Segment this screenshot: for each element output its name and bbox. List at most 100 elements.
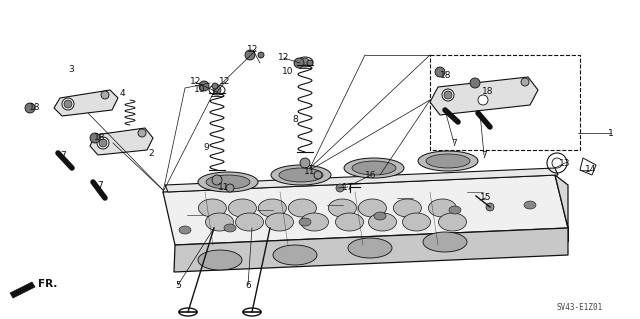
Ellipse shape [344, 158, 404, 178]
Ellipse shape [226, 184, 234, 192]
Ellipse shape [213, 86, 221, 94]
Text: 13: 13 [559, 159, 571, 167]
Text: 12: 12 [278, 54, 290, 63]
Ellipse shape [444, 91, 452, 99]
Text: 18: 18 [483, 87, 493, 97]
Ellipse shape [206, 175, 250, 189]
Ellipse shape [198, 172, 258, 192]
Ellipse shape [358, 199, 387, 217]
Ellipse shape [426, 154, 470, 168]
Polygon shape [165, 168, 558, 192]
Ellipse shape [299, 218, 311, 226]
Ellipse shape [394, 199, 421, 217]
Ellipse shape [289, 199, 316, 217]
Text: 4: 4 [119, 88, 125, 98]
Text: 7: 7 [451, 138, 457, 147]
Ellipse shape [348, 238, 392, 258]
Text: 8: 8 [292, 115, 298, 124]
Ellipse shape [438, 213, 467, 231]
Ellipse shape [307, 60, 313, 66]
Ellipse shape [486, 203, 494, 211]
Ellipse shape [301, 58, 309, 66]
Ellipse shape [228, 199, 257, 217]
Text: FR.: FR. [38, 279, 58, 289]
Polygon shape [90, 128, 153, 155]
Ellipse shape [258, 52, 264, 58]
Ellipse shape [328, 199, 356, 217]
Ellipse shape [449, 206, 461, 214]
Polygon shape [10, 282, 35, 298]
Ellipse shape [243, 308, 261, 316]
Text: 7: 7 [481, 151, 487, 160]
Ellipse shape [138, 129, 146, 137]
Ellipse shape [198, 250, 242, 270]
Text: 10: 10 [282, 68, 294, 77]
Ellipse shape [259, 199, 287, 217]
Ellipse shape [294, 58, 304, 68]
Text: 7: 7 [60, 151, 66, 160]
Ellipse shape [101, 91, 109, 99]
Text: 18: 18 [440, 70, 452, 79]
Text: 2: 2 [148, 149, 154, 158]
Ellipse shape [335, 213, 364, 231]
Ellipse shape [336, 184, 344, 192]
Text: 7: 7 [97, 181, 103, 189]
Polygon shape [54, 90, 118, 116]
Ellipse shape [199, 81, 209, 91]
Ellipse shape [374, 212, 386, 220]
Ellipse shape [279, 168, 323, 182]
Ellipse shape [179, 226, 191, 234]
Text: 11: 11 [304, 167, 316, 176]
Ellipse shape [418, 151, 478, 171]
Ellipse shape [423, 232, 467, 252]
Ellipse shape [245, 50, 255, 60]
Polygon shape [174, 228, 568, 272]
Ellipse shape [300, 158, 310, 168]
Text: 16: 16 [365, 170, 377, 180]
Text: 6: 6 [245, 280, 251, 290]
Text: 12: 12 [190, 78, 202, 86]
Ellipse shape [224, 224, 236, 232]
Text: 17: 17 [342, 182, 354, 191]
Polygon shape [555, 175, 568, 242]
Text: 10: 10 [195, 85, 205, 94]
Ellipse shape [297, 57, 313, 67]
Text: 9: 9 [203, 144, 209, 152]
Ellipse shape [314, 171, 322, 179]
Text: 3: 3 [68, 65, 74, 75]
Ellipse shape [212, 175, 222, 185]
Ellipse shape [209, 85, 225, 95]
Ellipse shape [428, 199, 456, 217]
Ellipse shape [198, 199, 227, 217]
Ellipse shape [179, 308, 197, 316]
Ellipse shape [90, 133, 100, 143]
Ellipse shape [212, 83, 218, 89]
Text: 12: 12 [247, 46, 259, 55]
Ellipse shape [524, 201, 536, 209]
Text: 14: 14 [586, 166, 596, 174]
Ellipse shape [273, 245, 317, 265]
Ellipse shape [352, 161, 396, 175]
Polygon shape [163, 175, 568, 245]
Ellipse shape [478, 95, 488, 105]
Ellipse shape [25, 103, 35, 113]
Ellipse shape [205, 213, 234, 231]
Ellipse shape [435, 67, 445, 77]
Ellipse shape [521, 78, 529, 86]
Ellipse shape [236, 213, 264, 231]
Ellipse shape [271, 165, 331, 185]
Ellipse shape [64, 100, 72, 108]
Ellipse shape [99, 139, 107, 147]
Text: 1: 1 [608, 129, 614, 137]
Text: 15: 15 [480, 194, 492, 203]
Ellipse shape [97, 137, 109, 149]
Ellipse shape [369, 213, 397, 231]
Text: 11: 11 [218, 183, 230, 192]
Ellipse shape [301, 213, 328, 231]
Text: 18: 18 [29, 103, 41, 113]
Ellipse shape [62, 98, 74, 110]
Text: SV43-E1Z01: SV43-E1Z01 [557, 303, 603, 313]
Ellipse shape [266, 213, 294, 231]
Bar [430, 55, 580, 150]
Polygon shape [430, 77, 538, 115]
